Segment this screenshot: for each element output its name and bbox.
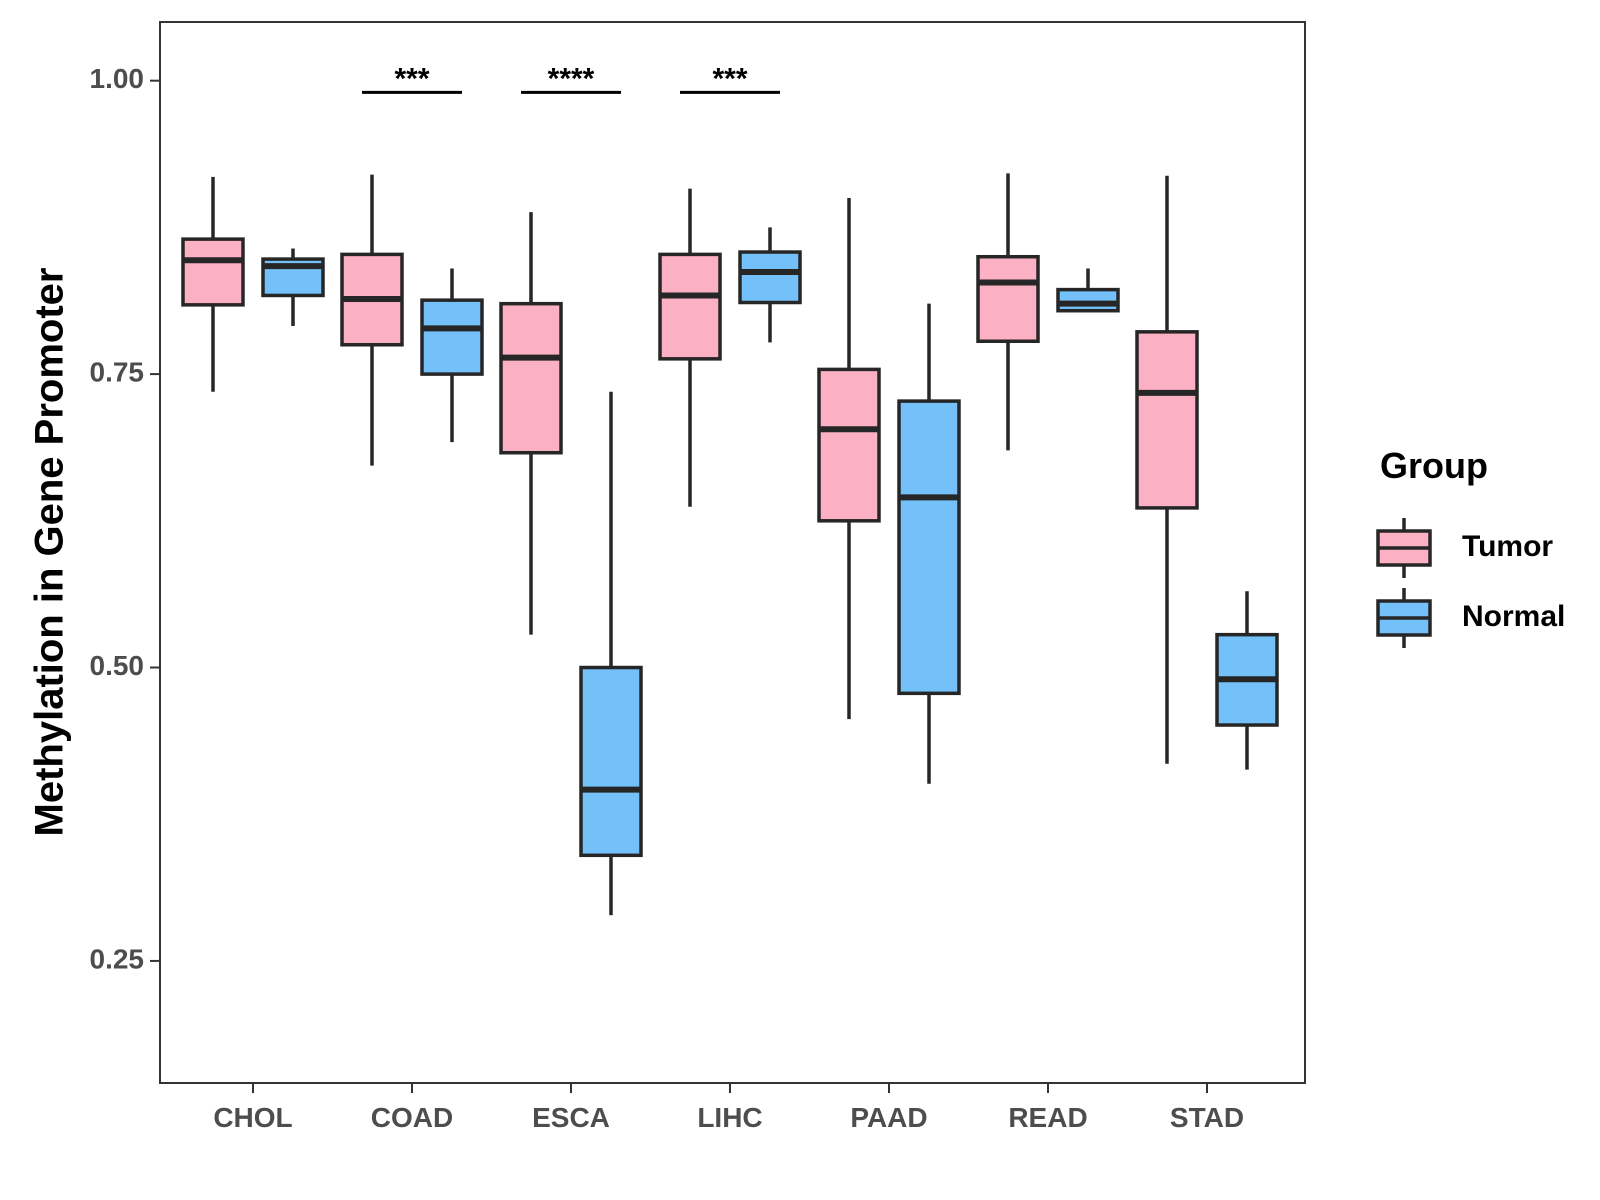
box-tumor-chol: [181, 176, 245, 392]
box-tumor-stad: [1135, 175, 1199, 764]
box-tumor-paad: [817, 198, 881, 720]
box-body: [1135, 330, 1199, 510]
box-tumor-esca: [499, 212, 563, 635]
box-normal-chol: [261, 248, 325, 326]
x-tick-label: ESCA: [532, 1102, 610, 1133]
legend: Group Tumor Normal: [1376, 445, 1565, 648]
panel-border: [159, 21, 1306, 1084]
box-body: [499, 301, 563, 455]
box-body: [976, 254, 1040, 343]
x-tick-label: LIHC: [697, 1102, 762, 1133]
box-normal-coad: [420, 268, 484, 443]
y-tick-label: 0.25: [90, 943, 145, 974]
box-normal-lihc: [738, 227, 802, 343]
legend-label: Normal: [1462, 600, 1565, 633]
box-normal-paad: [897, 303, 961, 784]
x-tick-label: CHOL: [213, 1102, 292, 1133]
box-normal-stad: [1215, 591, 1279, 770]
y-tick-label: 1.00: [90, 63, 145, 94]
legend-entry-tumor: Tumor: [1376, 518, 1553, 578]
significance-label: ***: [394, 62, 429, 95]
box-body: [658, 252, 722, 361]
box-body: [181, 237, 245, 307]
y-axis-title: Methylation in Gene Promoter: [28, 268, 72, 837]
box-normal-esca: [579, 391, 643, 916]
x-tick-label: READ: [1008, 1102, 1087, 1133]
x-tick-label: COAD: [371, 1102, 453, 1133]
legend-label: Tumor: [1462, 530, 1553, 563]
box-body: [897, 399, 961, 696]
box-tumor-lihc: [658, 188, 722, 507]
box-body: [1056, 287, 1120, 313]
box-normal-read: [1056, 268, 1120, 313]
x-tick-label: STAD: [1170, 1102, 1244, 1133]
box-body: [579, 665, 643, 858]
y-tick-label: 0.50: [90, 650, 145, 681]
significance-label: ***: [712, 62, 747, 95]
box-body: [420, 298, 484, 376]
box-tumor-read: [976, 173, 1040, 451]
x-tick-label: PAAD: [850, 1102, 927, 1133]
y-tick-label: 0.75: [90, 356, 145, 387]
significance-label: ****: [548, 62, 595, 95]
plot-area: 0.25 0.50 0.75 1.00 CHOL COAD ESCA LIHC PAAD READ…: [90, 21, 1306, 1133]
legend-entry-normal: Normal: [1376, 588, 1565, 648]
box-tumor-coad: [340, 174, 404, 466]
box-body: [738, 250, 802, 305]
box-body: [817, 367, 881, 523]
legend-title: Group: [1380, 445, 1488, 486]
